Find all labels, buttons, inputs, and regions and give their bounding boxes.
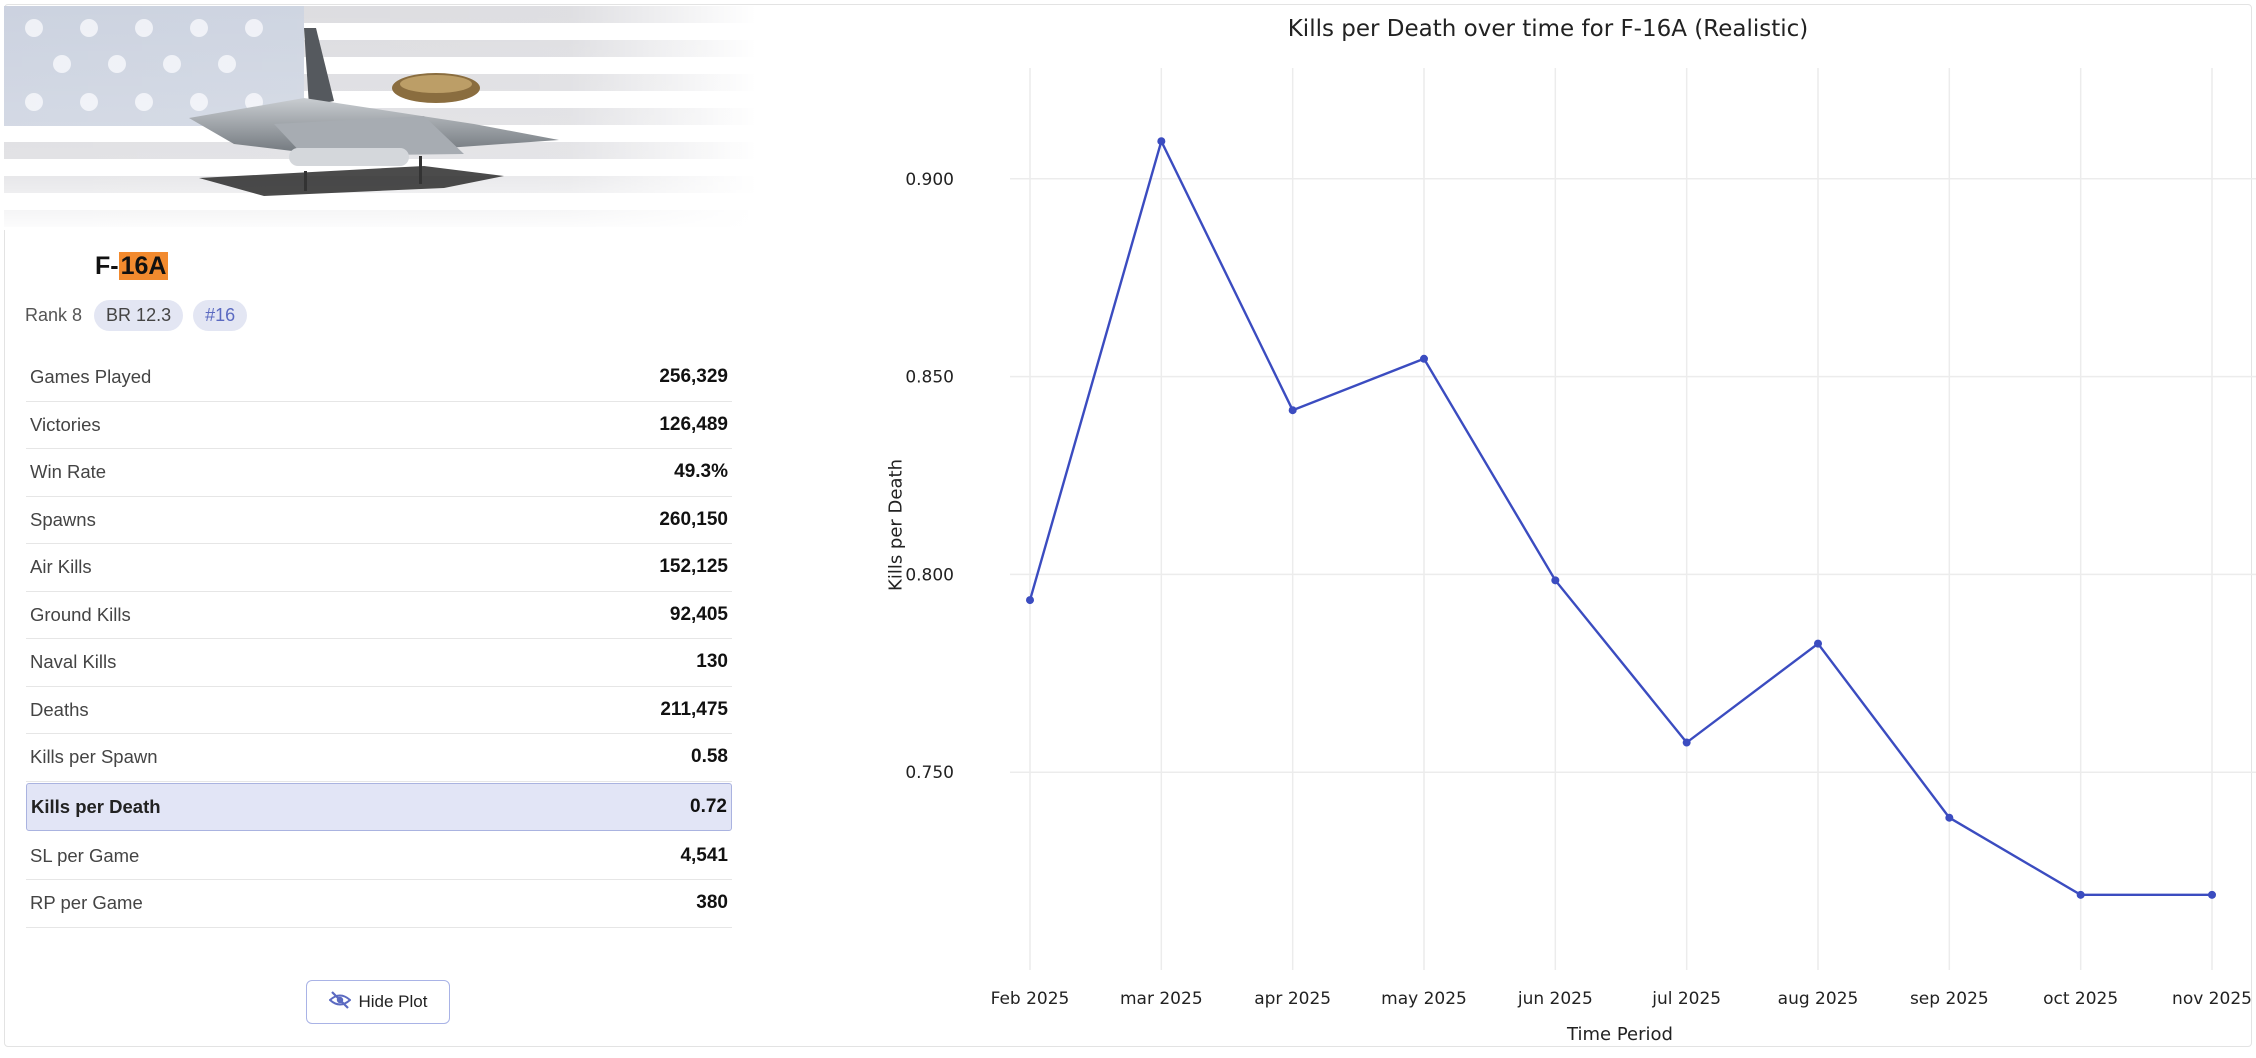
stat-value: 0.58 (691, 746, 728, 768)
stat-row[interactable]: Deaths 211,475 (26, 687, 732, 734)
y-tick-label: 0.900 (905, 170, 954, 190)
stat-row[interactable]: Ground Kills 92,405 (26, 592, 732, 639)
stat-label: Kills per Death (31, 795, 161, 817)
vehicle-meta: Rank 8 BR 12.3 #16 (25, 300, 248, 331)
stat-row[interactable]: Naval Kills 130 (26, 639, 732, 687)
vehicle-name-prefix: F- (95, 252, 119, 280)
data-point[interactable] (1682, 738, 1691, 747)
data-point[interactable] (2076, 890, 2085, 899)
kpd-chart: 0.750 0.800 0.850 0.900 Feb 2025 mar 2025 apr… (840, 0, 2256, 1058)
stat-value: 260,150 (659, 508, 728, 530)
stat-value: 256,329 (659, 366, 728, 388)
vehicle-image (4, 6, 756, 230)
data-point[interactable] (1157, 137, 1166, 146)
stat-row[interactable]: Spawns 260,150 (26, 497, 732, 544)
data-point[interactable] (1288, 406, 1297, 415)
stat-row[interactable]: SL per Game 4,541 (26, 833, 732, 880)
data-point[interactable] (1945, 813, 1954, 822)
y-axis-label: Kills per Death (885, 459, 907, 591)
x-axis-label: Time Period (1567, 1024, 1673, 1045)
stat-label: Kills per Spawn (30, 746, 158, 768)
stat-value: 380 (696, 892, 728, 914)
stat-value: 4,541 (680, 844, 728, 866)
chart-title: Kills per Death over time for F-16A (Rea… (1287, 16, 1809, 42)
y-tick-label: 0.850 (905, 368, 954, 388)
stat-row[interactable]: Games Played 256,329 (26, 354, 732, 402)
x-tick-label: jun 2025 (1517, 989, 1593, 1009)
stat-value: 126,489 (659, 413, 728, 435)
index-badge: #16 (193, 300, 248, 331)
x-tick-label: may 2025 (1381, 989, 1467, 1009)
stat-label: Win Rate (30, 461, 107, 483)
stat-row[interactable]: Win Rate 49.3% (26, 449, 732, 497)
stat-row[interactable]: Kills per Spawn 0.58 (26, 734, 732, 782)
stat-row[interactable]: RP per Game 380 (26, 880, 732, 928)
x-tick-label: oct 2025 (2043, 989, 2118, 1009)
stat-label: Air Kills (30, 556, 92, 578)
x-tick-label: Feb 2025 (991, 989, 1070, 1009)
x-tick-label: sep 2025 (1910, 989, 1989, 1009)
chart-svg: 0.750 0.800 0.850 0.900 Feb 2025 mar 2025 apr… (905, 68, 2256, 1009)
stat-label: SL per Game (30, 844, 140, 866)
x-tick-label: mar 2025 (1120, 989, 1203, 1009)
hide-plot-button[interactable]: Hide Plot (306, 980, 450, 1024)
br-badge: BR 12.3 (94, 300, 184, 331)
data-point[interactable] (1026, 596, 1034, 605)
stat-value: 49.3% (674, 461, 728, 483)
stat-label: Deaths (30, 698, 89, 720)
stat-value: 130 (696, 651, 728, 673)
eye-slash-icon (328, 990, 351, 1014)
series-line (1028, 137, 2212, 897)
x-tick-label: nov 2025 (2172, 989, 2252, 1009)
vehicle-name-highlight: 16A (118, 252, 169, 280)
stat-value: 0.72 (690, 795, 727, 817)
y-tick-label: 0.750 (905, 763, 954, 783)
y-tick-label: 0.800 (905, 565, 954, 585)
stat-row[interactable]: Kills per Death 0.72 (26, 782, 732, 831)
stat-value: 92,405 (669, 603, 728, 625)
data-point[interactable] (1551, 576, 1560, 585)
x-tick-label: aug 2025 (1778, 989, 1859, 1009)
hide-plot-label: Hide Plot (358, 992, 428, 1011)
stat-row[interactable]: Air Kills 152,125 (26, 544, 732, 592)
stats-table: Games Played 256,329 Victories 126,489 Win… (26, 354, 732, 928)
stat-label: Naval Kills (30, 651, 117, 673)
vehicle-panel: F-16A Rank 8 BR 12.3 #16 Games Played 256… (0, 0, 760, 1058)
data-point[interactable] (2208, 890, 2216, 899)
stat-value: 211,475 (660, 698, 728, 720)
stat-label: Victories (30, 413, 101, 435)
data-point[interactable] (1814, 639, 1822, 648)
rank-label: Rank 8 (25, 305, 83, 325)
x-tick-label: jul 2025 (1651, 989, 1721, 1009)
stat-label: Ground Kills (30, 603, 131, 625)
stat-value: 152,125 (659, 556, 728, 578)
x-tick-label: apr 2025 (1254, 989, 1331, 1009)
vehicle-name: F-16A (95, 252, 169, 281)
stat-row[interactable]: Victories 126,489 (26, 402, 732, 449)
data-point[interactable] (1420, 354, 1428, 363)
stat-label: Games Played (30, 366, 152, 388)
stat-label: Spawns (30, 508, 96, 530)
stat-label: RP per Game (30, 892, 143, 914)
page-frame (4, 4, 2252, 1047)
